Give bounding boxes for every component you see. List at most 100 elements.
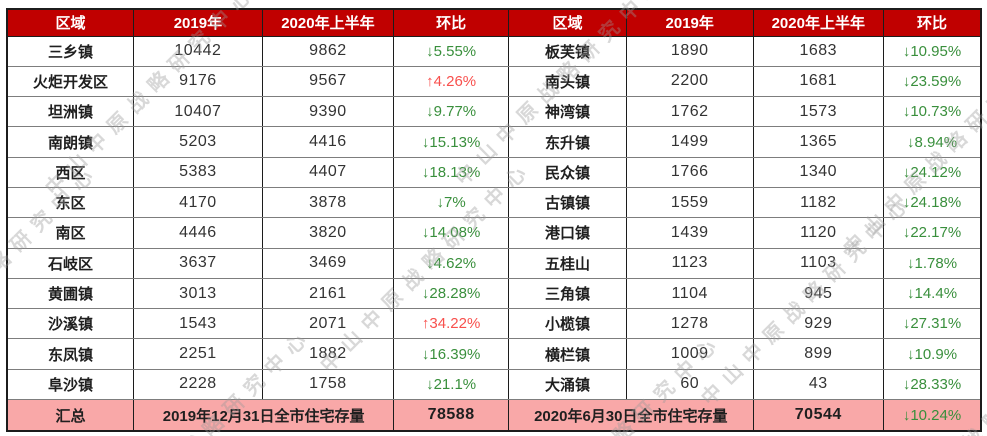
value-2020h1-left: 9862 (261, 35, 395, 67)
region-cell-left: 沙溪镇 (6, 308, 135, 340)
region-cell-right: 五桂山 (508, 247, 627, 279)
region-cell-right: 大涌镇 (508, 368, 627, 401)
value-2020h1-left: 9390 (261, 96, 395, 128)
value-2020h1-right: 1573 (752, 96, 885, 128)
region-cell-right: 民众镇 (508, 156, 627, 188)
change-cell-left: ↓9.77% (393, 96, 510, 128)
change-cell-right: ↓10.9% (883, 338, 982, 370)
region-cell-left: 坦洲镇 (6, 96, 135, 128)
value-2020h1-left: 1882 (261, 338, 395, 370)
change-cell-left: ↓21.1% (393, 368, 510, 401)
region-cell-right: 东升镇 (508, 126, 627, 158)
value-2020h1-left: 2161 (261, 277, 395, 310)
value-2020h1-left: 3878 (261, 186, 395, 219)
change-cell-right: ↓22.17% (883, 217, 982, 249)
value-2020h1-right: 1365 (752, 126, 885, 158)
value-2020h1-right: 945 (752, 277, 885, 310)
value-2020h1-left: 2071 (261, 308, 395, 340)
region-cell-right: 横栏镇 (508, 338, 627, 370)
value-2019-right: 2200 (625, 65, 754, 98)
header-change-left: 环比 (393, 9, 510, 37)
value-2019-left: 9176 (133, 65, 263, 98)
value-2020h1-left: 4416 (261, 126, 395, 158)
header-2020h1-right: 2020年上半年 (752, 9, 885, 37)
value-2019-left: 4170 (133, 186, 263, 219)
change-cell-left: ↑4.26% (393, 65, 510, 98)
table-header: 区域 2019年 2020年上半年 环比 区域 2019年 2020年上半年 环… (6, 9, 982, 37)
value-2019-left: 3013 (133, 277, 263, 310)
value-2019-right: 1499 (625, 126, 754, 158)
table-row: 西区 5383 4407 ↓18.13% 民众镇 1766 1340 ↓24.1… (6, 156, 982, 188)
value-2020h1-right: 1103 (752, 247, 885, 279)
housing-inventory-table: 区域 2019年 2020年上半年 环比 区域 2019年 2020年上半年 环… (6, 8, 982, 433)
change-cell-left: ↑34.22% (393, 308, 510, 340)
change-cell-right: ↓28.33% (883, 368, 982, 401)
change-cell-left: ↓4.62% (393, 247, 510, 279)
change-cell-left: ↓16.39% (393, 338, 510, 370)
header-2019-right: 2019年 (625, 9, 754, 37)
table-row: 沙溪镇 1543 2071 ↑34.22% 小榄镇 1278 929 ↓27.3… (6, 308, 982, 340)
value-2020h1-left: 3469 (261, 247, 395, 279)
region-cell-right: 神湾镇 (508, 96, 627, 128)
region-cell-left: 阜沙镇 (6, 368, 135, 401)
value-2019-right: 1278 (625, 308, 754, 340)
change-cell-right: ↓1.78% (883, 247, 982, 279)
change-cell-right: ↓8.94% (883, 126, 982, 158)
region-cell-right: 南头镇 (508, 65, 627, 98)
value-2019-right: 1439 (625, 217, 754, 249)
value-2019-right: 1104 (625, 277, 754, 310)
value-2020h1-right: 899 (752, 338, 885, 370)
value-2020h1-left: 1758 (261, 368, 395, 401)
value-2019-left: 5383 (133, 156, 263, 188)
region-cell-left: 石岐区 (6, 247, 135, 279)
value-2019-right: 1762 (625, 96, 754, 128)
value-2020h1-right: 43 (752, 368, 885, 401)
table-row: 南区 4446 3820 ↓14.08% 港口镇 1439 1120 ↓22.1… (6, 217, 982, 249)
value-2020h1-left: 3820 (261, 217, 395, 249)
region-cell-left: 南朗镇 (6, 126, 135, 158)
header-2019-left: 2019年 (133, 9, 263, 37)
value-2019-left: 2228 (133, 368, 263, 401)
change-cell-left: ↓15.13% (393, 126, 510, 158)
value-2019-left: 3637 (133, 247, 263, 279)
change-cell-right: ↓27.31% (883, 308, 982, 340)
region-cell-left: 西区 (6, 156, 135, 188)
region-cell-left: 三乡镇 (6, 35, 135, 67)
table-body: 三乡镇 10442 9862 ↓5.55% 板芙镇 1890 1683 ↓10.… (6, 35, 982, 433)
header-row: 区域 2019年 2020年上半年 环比 区域 2019年 2020年上半年 环… (6, 9, 982, 37)
region-cell-right: 三角镇 (508, 277, 627, 310)
summary-row: 汇总 2019年12月31日全市住宅存量 78588 2020年6月30日全市住… (6, 399, 982, 433)
summary-change: ↓10.24% (883, 399, 982, 433)
table-row: 三乡镇 10442 9862 ↓5.55% 板芙镇 1890 1683 ↓10.… (6, 35, 982, 67)
value-2019-left: 10442 (133, 35, 263, 67)
value-2019-left: 10407 (133, 96, 263, 128)
value-2019-right: 60 (625, 368, 754, 401)
table-row: 火炬开发区 9176 9567 ↑4.26% 南头镇 2200 1681 ↓23… (6, 65, 982, 98)
region-cell-left: 南区 (6, 217, 135, 249)
value-2019-right: 1890 (625, 35, 754, 67)
value-2020h1-left: 4407 (261, 156, 395, 188)
value-2020h1-right: 1340 (752, 156, 885, 188)
value-2019-left: 1543 (133, 308, 263, 340)
change-cell-left: ↓14.08% (393, 217, 510, 249)
region-cell-right: 板芙镇 (508, 35, 627, 67)
table-row: 东凤镇 2251 1882 ↓16.39% 横栏镇 1009 899 ↓10.9… (6, 338, 982, 370)
table-row: 阜沙镇 2228 1758 ↓21.1% 大涌镇 60 43 ↓28.33% (6, 368, 982, 401)
value-2019-right: 1766 (625, 156, 754, 188)
header-region-left: 区域 (6, 9, 135, 37)
region-cell-right: 港口镇 (508, 217, 627, 249)
region-cell-right: 小榄镇 (508, 308, 627, 340)
change-cell-left: ↓5.55% (393, 35, 510, 67)
change-cell-right: ↓10.95% (883, 35, 982, 67)
change-cell-right: ↓23.59% (883, 65, 982, 98)
region-cell-left: 黄圃镇 (6, 277, 135, 310)
region-cell-left: 火炬开发区 (6, 65, 135, 98)
value-2019-right: 1559 (625, 186, 754, 219)
value-2019-left: 5203 (133, 126, 263, 158)
value-2019-left: 2251 (133, 338, 263, 370)
table-row: 坦洲镇 10407 9390 ↓9.77% 神湾镇 1762 1573 ↓10.… (6, 96, 982, 128)
change-cell-left: ↓18.13% (393, 156, 510, 188)
value-2019-left: 4446 (133, 217, 263, 249)
change-cell-left: ↓7% (393, 186, 510, 219)
